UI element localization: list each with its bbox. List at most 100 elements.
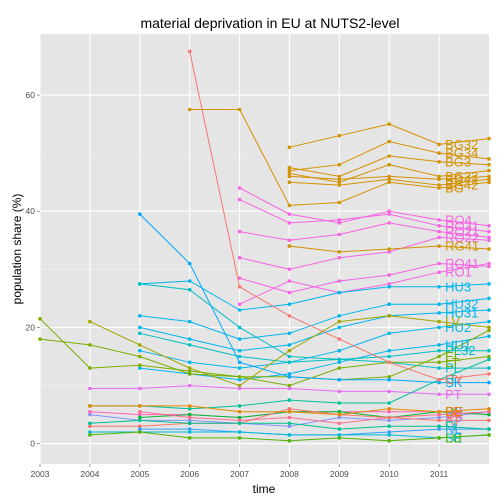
data-point (187, 412, 192, 417)
data-point (437, 409, 441, 414)
data-point (287, 433, 292, 437)
data-point (138, 415, 142, 420)
data-point (387, 247, 392, 251)
data-point (287, 314, 292, 318)
x-tick-label: 2005 (130, 469, 149, 479)
data-point (487, 328, 491, 333)
data-point (287, 279, 292, 283)
end-label: HU31 (445, 305, 478, 320)
data-point (337, 360, 342, 365)
series-layer (38, 49, 491, 443)
series-line (139, 283, 489, 369)
data-point (437, 366, 441, 370)
series-line (139, 321, 490, 369)
x-tick-label: 2007 (230, 469, 249, 479)
series-ro41 (237, 261, 491, 295)
data-point (487, 177, 491, 182)
data-point (437, 436, 441, 440)
data-point (387, 409, 392, 414)
data-point (287, 331, 292, 336)
data-point (138, 325, 142, 330)
end-label: PT (445, 387, 462, 402)
data-point (287, 348, 292, 353)
data-point (88, 343, 92, 347)
data-point (138, 430, 142, 434)
data-point (337, 162, 342, 167)
data-point (88, 433, 92, 437)
end-label: LV (445, 314, 460, 329)
data-point (337, 250, 342, 254)
data-point (437, 427, 441, 431)
data-point (187, 343, 192, 347)
data-point (487, 224, 491, 228)
series-line (139, 297, 490, 340)
data-point (337, 232, 342, 237)
data-point (487, 372, 491, 376)
data-point (337, 319, 342, 324)
data-point (337, 412, 342, 417)
data-point (337, 415, 342, 420)
data-point (237, 421, 242, 426)
data-point (337, 290, 342, 295)
end-label: ES (445, 410, 463, 425)
data-point (237, 197, 242, 202)
y-tick-label: 0 (30, 439, 35, 449)
data-point (337, 348, 342, 353)
data-point (337, 200, 342, 205)
data-point (287, 244, 292, 248)
data-point (437, 235, 441, 240)
data-point (337, 177, 342, 182)
series-bg33 (287, 162, 491, 184)
y-tick-label: 20 (26, 322, 36, 332)
series-line (239, 263, 490, 305)
data-point (237, 354, 242, 359)
data-point (287, 409, 292, 414)
data-point (387, 122, 392, 126)
end-label: LT (445, 355, 459, 370)
data-point (437, 377, 441, 382)
series-lv (88, 314, 491, 388)
data-point (387, 273, 392, 277)
data-point (487, 407, 491, 411)
end-label: NL (445, 422, 462, 437)
data-point (437, 311, 441, 315)
data-point (437, 325, 441, 330)
data-point (138, 409, 142, 414)
data-point (237, 360, 242, 365)
end-label: PL (445, 361, 461, 376)
data-point (287, 290, 292, 295)
series-line (139, 411, 490, 424)
x-axis: 2003 2004 2005 2006 2007 2008 2009 2010 2011 (31, 464, 449, 479)
data-point (387, 430, 392, 434)
data-point (88, 366, 92, 370)
data-point (437, 270, 441, 275)
data-point (387, 212, 392, 216)
data-point (387, 348, 392, 353)
data-point (237, 186, 242, 190)
data-point (487, 354, 491, 359)
data-point (437, 302, 441, 307)
data-point (487, 433, 491, 437)
end-label: RG41 (445, 239, 479, 254)
data-point (387, 401, 392, 405)
data-point (487, 418, 491, 423)
end-label: BG (445, 180, 464, 195)
y-tick-label: 60 (26, 90, 36, 100)
data-point (487, 334, 491, 339)
series-line (239, 199, 490, 233)
end-label: RO41 (445, 256, 479, 271)
data-point (487, 412, 491, 417)
x-tick-label: 2004 (80, 469, 99, 479)
data-point (487, 348, 491, 353)
end-label: HU2 (445, 320, 471, 335)
data-point (287, 343, 292, 347)
series-sk (138, 212, 491, 385)
data-point (138, 386, 142, 391)
data-point (237, 430, 242, 434)
data-point (138, 331, 142, 336)
data-point (487, 264, 491, 269)
data-point (337, 377, 342, 382)
data-point (287, 221, 292, 225)
x-axis-title: time (253, 482, 276, 496)
data-point (88, 412, 92, 417)
